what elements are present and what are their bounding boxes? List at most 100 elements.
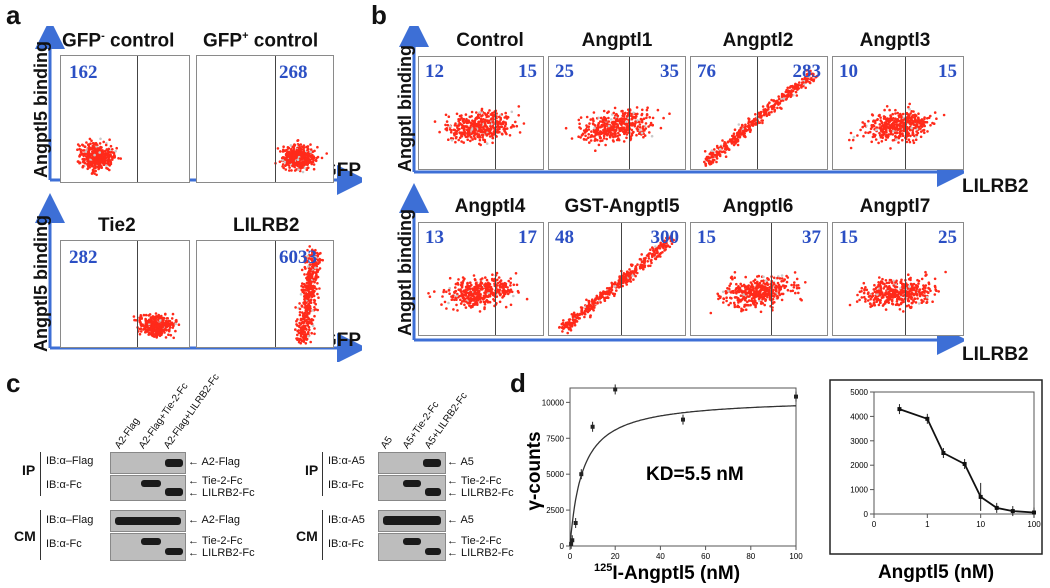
flow-plot-angptl4: 13 17	[418, 222, 544, 336]
flow-dot	[301, 330, 304, 334]
flow-dot	[785, 274, 788, 278]
flow-dot	[454, 289, 457, 293]
flow-dot	[500, 132, 504, 136]
flow-dot	[96, 147, 99, 150]
flow-dot	[155, 336, 158, 339]
flow-plot-gst-angptl5: 48 300	[548, 222, 686, 336]
flow-dot	[881, 277, 884, 281]
flow-dot	[132, 315, 136, 318]
flow-dot	[658, 247, 662, 250]
flow-dot	[624, 281, 627, 284]
flow-dot	[302, 154, 306, 158]
flow-dot	[925, 273, 928, 276]
flow-dot	[740, 284, 744, 288]
flow-dot	[925, 120, 929, 124]
flow-dot	[729, 301, 732, 305]
panel-b-title-angptl6: Angptl6	[722, 196, 794, 217]
flow-dot	[732, 301, 736, 305]
flow-dot	[778, 289, 781, 292]
flow-dot	[304, 294, 307, 297]
flow-dot	[486, 133, 489, 136]
flow-dot	[459, 302, 463, 305]
title-text: GFP	[62, 30, 102, 52]
flow-dot	[899, 127, 902, 130]
flow-dot	[647, 125, 650, 128]
flow-dot	[773, 108, 777, 112]
flow-dot	[307, 158, 310, 162]
flow-dot	[302, 317, 305, 320]
flow-dot	[300, 151, 304, 154]
flow-dot	[625, 283, 628, 286]
flow-dot	[722, 297, 726, 301]
flow-dot	[510, 290, 514, 294]
flow-dot	[895, 300, 899, 303]
flow-dot	[452, 128, 456, 132]
flow-dot	[492, 132, 496, 136]
flow-dot	[603, 296, 606, 300]
flow-dot	[777, 283, 781, 287]
flow-dot	[310, 162, 313, 166]
flow-dot	[653, 253, 656, 257]
flow-dot	[306, 305, 309, 309]
flow-dot	[427, 292, 430, 295]
flow-dot	[487, 284, 491, 287]
flow-dot	[477, 135, 481, 139]
flow-dot	[310, 265, 314, 269]
flow-dot	[460, 140, 463, 143]
flow-dot	[634, 265, 638, 268]
flow-dot	[139, 322, 142, 325]
flow-dot	[880, 140, 884, 143]
flow-dot	[496, 281, 500, 285]
flow-dot	[874, 121, 877, 125]
flow-dot	[642, 135, 645, 139]
flow-dot	[894, 112, 897, 115]
flow-dot	[917, 112, 920, 115]
flow-dot	[603, 291, 606, 295]
flow-dot	[758, 121, 761, 124]
gate-line	[495, 223, 496, 335]
flow-dot	[305, 259, 309, 262]
flow-dot	[306, 320, 309, 324]
flow-dot	[79, 150, 83, 154]
flow-dot	[296, 333, 299, 337]
flow-dot	[622, 140, 626, 143]
flow-dot	[625, 136, 628, 140]
flow-dot	[303, 303, 307, 306]
flow-dot	[504, 111, 507, 115]
flow-dot	[496, 278, 499, 282]
flow-dot	[887, 281, 891, 284]
flow-dot	[920, 130, 923, 133]
flow-dot	[891, 112, 894, 116]
flow-dot	[640, 112, 644, 116]
flow-dot	[299, 167, 302, 170]
flow-dot	[301, 163, 305, 166]
flow-dot	[625, 279, 628, 282]
flow-dot	[670, 237, 674, 240]
flow-dot	[154, 325, 157, 328]
flow-dot	[781, 284, 785, 287]
flow-dot	[441, 295, 444, 298]
flow-dot	[724, 142, 727, 146]
flow-dot	[473, 131, 477, 135]
flow-dot	[525, 297, 529, 301]
flow-dot	[485, 287, 488, 290]
flow-dot	[628, 271, 631, 275]
flow-dot	[881, 304, 885, 307]
flow-dot	[505, 127, 509, 130]
flow-dot	[886, 296, 889, 299]
flow-dot	[475, 288, 478, 292]
flow-dot	[898, 115, 901, 119]
flow-dot	[575, 316, 578, 319]
flow-dot	[747, 117, 751, 121]
flow-dot	[471, 305, 474, 309]
flow-dot	[509, 288, 513, 291]
flow-dot	[462, 141, 465, 144]
flow-dot	[863, 288, 866, 291]
flow-dot	[880, 121, 884, 125]
flow-dot	[870, 140, 873, 144]
flow-dot	[937, 290, 940, 293]
flow-dot	[517, 291, 520, 294]
flow-dot	[308, 318, 311, 321]
flow-dot	[862, 281, 866, 285]
flow-dot	[753, 291, 756, 295]
